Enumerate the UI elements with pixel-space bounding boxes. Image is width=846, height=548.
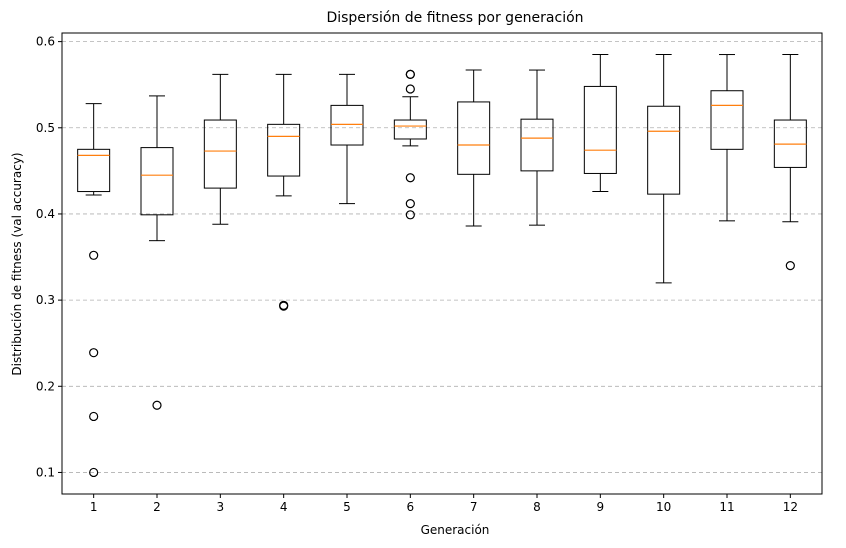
x-tick-label: 6 [407, 500, 415, 514]
outlier-point [405, 210, 415, 220]
x-tick-label: 12 [783, 500, 798, 514]
box-group [140, 95, 174, 410]
outlier-point [405, 173, 415, 183]
x-tick-label: 10 [656, 500, 671, 514]
x-tick-label: 5 [343, 500, 351, 514]
box-series [77, 54, 807, 478]
box-group [203, 73, 237, 225]
x-tick-label: 3 [217, 500, 225, 514]
outlier-point [89, 348, 99, 358]
x-axis-label: Generación [421, 523, 490, 537]
x-tick-label: 11 [719, 500, 734, 514]
y-tick-label: 0.3 [36, 293, 55, 307]
x-tick-label: 8 [533, 500, 541, 514]
plot-frame [61, 32, 823, 495]
y-axis-label: Distribución de fitness (val accuracy) [10, 152, 24, 375]
x-tick-label: 9 [597, 500, 605, 514]
box-group [773, 54, 807, 271]
box-iqr [203, 119, 237, 189]
outlier-point [89, 467, 99, 478]
x-tick-label: 7 [470, 500, 478, 514]
box-iqr [710, 90, 744, 150]
grid-lines [62, 41, 822, 473]
outlier-point [279, 301, 289, 311]
y-tick-label: 0.2 [36, 379, 55, 393]
box-group [267, 73, 301, 311]
box-group [520, 69, 554, 226]
y-tick-label: 0.4 [36, 207, 55, 221]
chart-title: Dispersión de fitness por generación [326, 10, 583, 26]
outlier-point [405, 84, 415, 94]
box-iqr [77, 148, 111, 193]
x-tick-label: 2 [153, 500, 161, 514]
outlier-point [405, 199, 415, 209]
box-group [77, 103, 111, 478]
box-group [393, 69, 427, 220]
outlier-point [89, 411, 99, 422]
box-group [457, 69, 491, 227]
box-iqr [393, 119, 427, 140]
y-tick-label: 0.6 [36, 35, 55, 49]
box-iqr [140, 147, 174, 216]
box-iqr [583, 85, 617, 174]
y-tick-label: 0.1 [36, 465, 55, 479]
axes: 0.10.20.30.40.50.61 2 3 4 5 6 7 8 9 10 11 12 [36, 32, 823, 514]
x-tick-label: 1 [90, 500, 98, 514]
box-iqr [457, 101, 491, 175]
outlier-point [152, 400, 162, 410]
box-group [330, 73, 364, 205]
box-iqr [520, 118, 554, 172]
outlier-point [89, 250, 99, 260]
box-group [710, 54, 744, 222]
box-group [583, 54, 617, 193]
outlier-point [785, 261, 795, 271]
box-iqr [267, 123, 301, 177]
box-iqr [330, 104, 364, 146]
x-tick-label: 4 [280, 500, 288, 514]
box-iqr [647, 105, 681, 195]
outlier-point [405, 69, 415, 79]
y-tick-label: 0.5 [36, 121, 55, 135]
box-group [647, 54, 681, 284]
